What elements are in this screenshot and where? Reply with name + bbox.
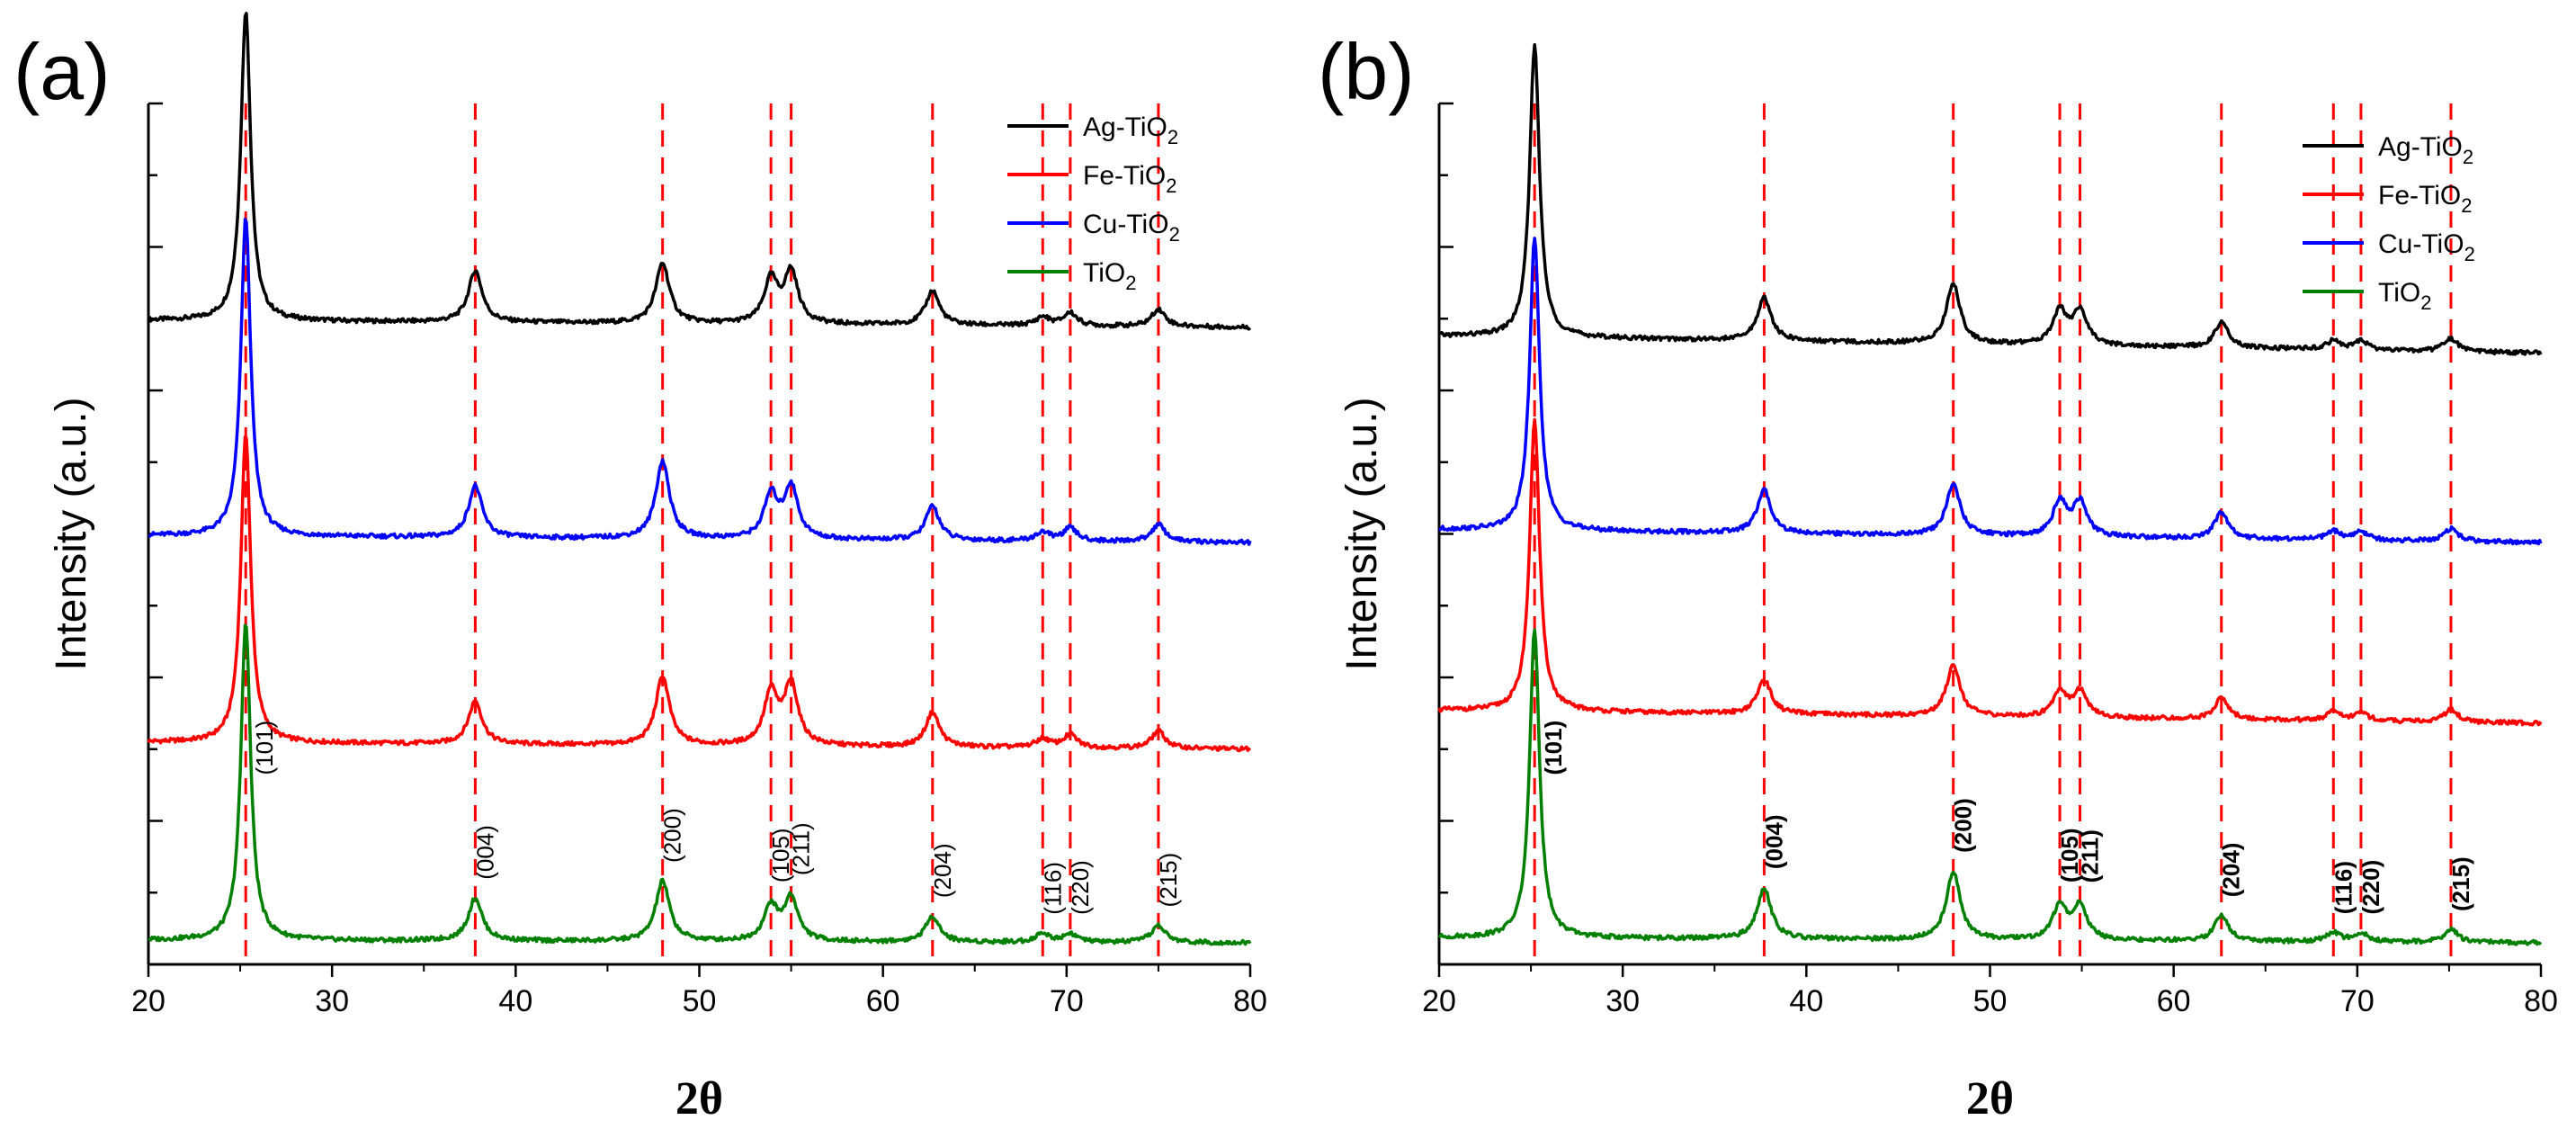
panel-a-letter: (a) bbox=[13, 27, 111, 116]
panel-b-letter: (b) bbox=[1318, 27, 1415, 116]
panel-b-x-tick-label: 50 bbox=[1973, 984, 2008, 1018]
panel-a-x-tick-label: 70 bbox=[1050, 984, 1084, 1018]
panel-b-series-fetio-line bbox=[1437, 417, 2543, 727]
panel-a-miller-index-label: (105) bbox=[767, 828, 794, 883]
panel-a-y-axis-label: Intensity (a.u.) bbox=[48, 397, 95, 670]
panel-b-miller-index-label: (116) bbox=[2330, 861, 2357, 914]
panel-a-legend: Ag-TiO2 Fe-TiO2 Cu-TiO2 TiO2 bbox=[1007, 112, 1180, 294]
panel-a-legend-label: Cu-TiO2 bbox=[1083, 210, 1180, 246]
panel-a-legend-label: Ag-TiO2 bbox=[1083, 112, 1178, 148]
panel-a: (a) 20 30 40 50 60 70 80 Intensity (a.u.) 2θ (101)… bbox=[13, 12, 1267, 1125]
panel-a-miller-index-label: (200) bbox=[659, 808, 686, 863]
panel-b-miller-index-label: (204) bbox=[2218, 843, 2245, 898]
panel-b-legend-label: TiO2 bbox=[2378, 278, 2431, 314]
panel-b-x-tick-label: 70 bbox=[2340, 984, 2375, 1018]
panel-b-miller-index-label: (220) bbox=[2357, 860, 2384, 915]
panel-b-x-tick-label: 20 bbox=[1422, 984, 1456, 1018]
panel-a-legend-label: Fe-TiO2 bbox=[1083, 161, 1176, 197]
panel-b-miller-index-label: (211) bbox=[2077, 829, 2104, 883]
panel-a-miller-index-label: (004) bbox=[471, 825, 498, 880]
panel-b-x-tick-label: 60 bbox=[2157, 984, 2191, 1018]
panel-a-series-cutio-line bbox=[148, 218, 1252, 546]
panel-b-miller-index-label: (004) bbox=[1760, 814, 1787, 869]
panel-b: (b) 20 30 40 50 60 70 80 Intensity (a.u.) 2θ (101)… bbox=[1318, 27, 2558, 1125]
panel-b-series-agtio-line bbox=[1438, 42, 2543, 356]
panel-a-x-tick-label: 20 bbox=[131, 984, 165, 1018]
panel-a-x-axis-label: 2θ bbox=[675, 1073, 723, 1125]
panel-b-y-axis-label: Intensity (a.u.) bbox=[1338, 397, 1386, 670]
panel-a-x-tick-label: 40 bbox=[498, 984, 532, 1018]
panel-a-miller-index-label: (204) bbox=[929, 843, 956, 898]
panel-b-legend-label: Cu-TiO2 bbox=[2378, 229, 2475, 265]
panel-b-legend-label: Ag-TiO2 bbox=[2378, 132, 2473, 168]
panel-a-miller-index-label: (101) bbox=[251, 721, 278, 775]
panel-b-miller-index-label: (200) bbox=[1950, 798, 1977, 853]
panel-b-x-tick-label: 80 bbox=[2524, 984, 2558, 1018]
panel-a-x-tick-label: 50 bbox=[683, 984, 717, 1018]
panel-a-series-tio-line bbox=[148, 623, 1252, 946]
panel-b-miller-index-label: (105) bbox=[2056, 828, 2083, 883]
panel-b-legend-label: Fe-TiO2 bbox=[2378, 181, 2472, 217]
panel-b-miller-index-label: (101) bbox=[1540, 721, 1567, 775]
panel-a-miller-index-label: (215) bbox=[1155, 853, 1182, 908]
panel-a-x-tick-label: 30 bbox=[315, 984, 349, 1018]
panel-b-x-tick-label: 40 bbox=[1789, 984, 1823, 1018]
panel-b-legend: Ag-TiO2 Fe-TiO2 Cu-TiO2 TiO2 bbox=[2303, 132, 2475, 314]
panel-a-legend-label: TiO2 bbox=[1083, 258, 1136, 294]
panel-a-miller-index-label: (211) bbox=[788, 822, 815, 875]
panel-b-miller-index-label: (215) bbox=[2447, 856, 2474, 911]
panel-a-series-agtio-line bbox=[147, 12, 1252, 331]
panel-a-series-fetio-line bbox=[147, 435, 1252, 753]
panel-b-x-axis-label: 2θ bbox=[1966, 1073, 2014, 1125]
panel-b-series-cutio-line bbox=[1437, 237, 2543, 546]
panel-b-x-tick-label: 30 bbox=[1606, 984, 1640, 1018]
panel-a-x-tick-label: 80 bbox=[1233, 984, 1267, 1018]
panel-b-series-tio-line bbox=[1437, 628, 2543, 946]
panel-a-miller-index-label: (220) bbox=[1067, 860, 1094, 915]
panel-a-x-tick-label: 60 bbox=[866, 984, 900, 1018]
panel-a-miller-index-label: (116) bbox=[1039, 862, 1066, 915]
